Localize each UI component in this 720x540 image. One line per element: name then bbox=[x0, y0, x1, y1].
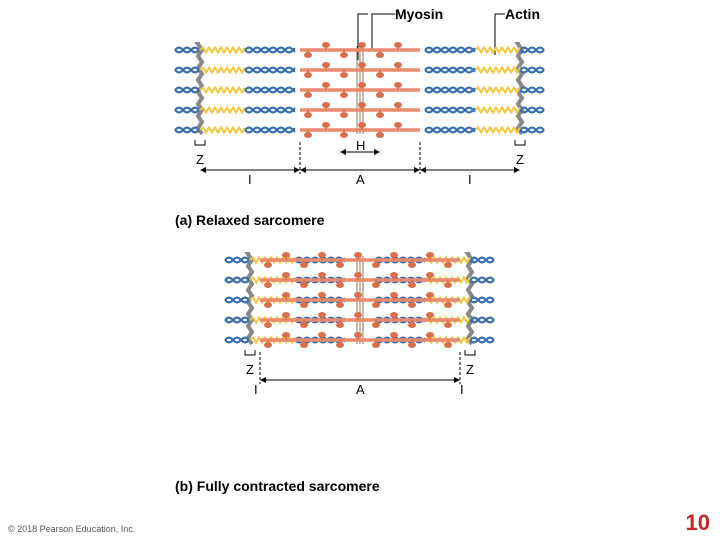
copyright-text: © 2018 Pearson Education, Inc. bbox=[8, 524, 135, 534]
z-label: Z bbox=[246, 362, 254, 377]
caption-b: (b) Fully contracted sarcomere bbox=[175, 478, 380, 494]
i-label: I bbox=[460, 382, 464, 397]
i-label: I bbox=[254, 382, 258, 397]
page-number: 10 bbox=[686, 510, 710, 536]
a-label: A bbox=[356, 382, 365, 397]
z-label: Z bbox=[466, 362, 474, 377]
